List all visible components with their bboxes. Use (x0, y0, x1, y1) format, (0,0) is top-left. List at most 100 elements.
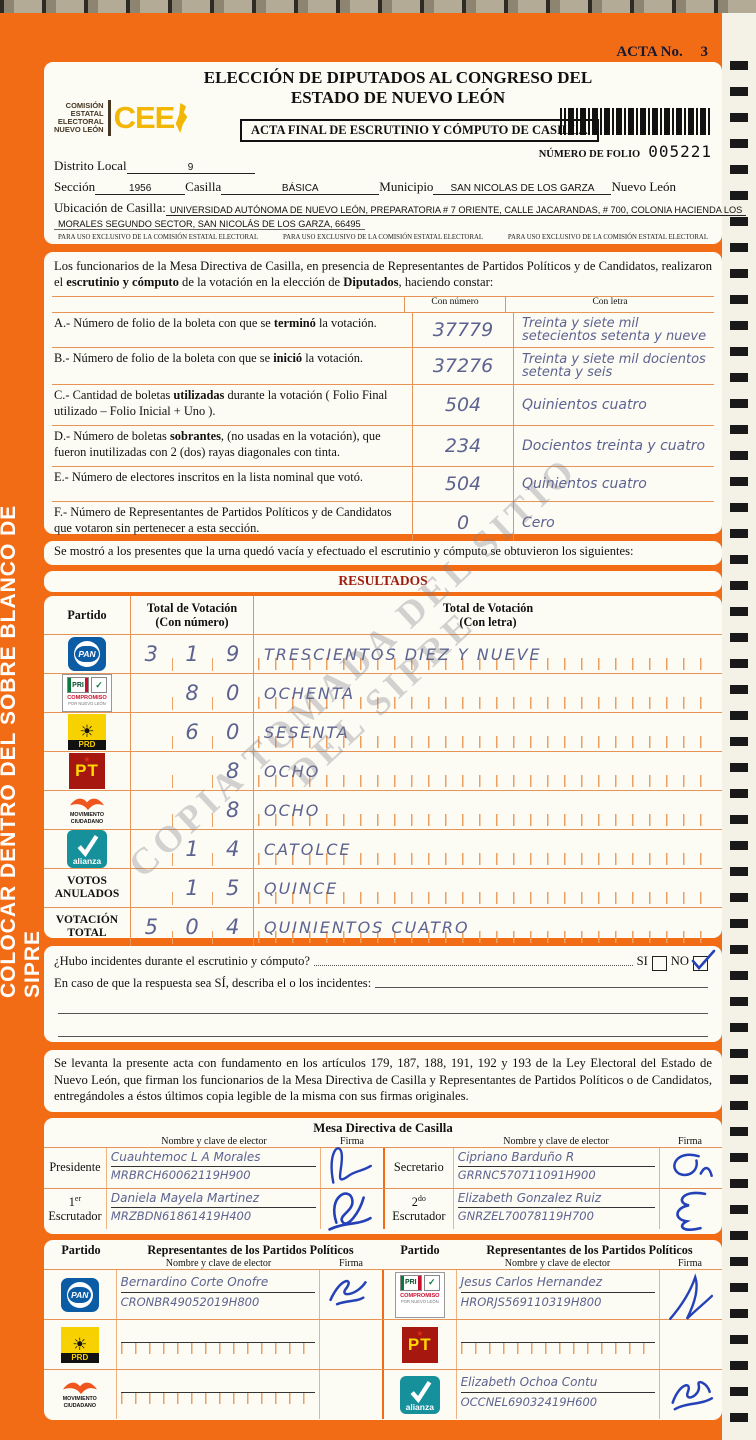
digit-hundreds (131, 830, 172, 868)
legal-paragraph: Se levanta la presente acta con fundamen… (54, 1056, 712, 1103)
presidente-signature (330, 1147, 373, 1184)
prd-logo: ☀ PRD (44, 713, 130, 751)
mc-votes-words: OCHO (253, 791, 722, 829)
empty-comb-ticks (120, 1393, 315, 1405)
escrutador2-name-cell: Elizabeth Gonzalez Ruiz GNRZEL70078119H7… (452, 1189, 659, 1229)
escrutador1-role-text: 1er Escrutador (48, 1193, 101, 1223)
escrutador2-role-text: 2do Escrutador (392, 1194, 445, 1223)
tally-table-header: Con número Con letra (52, 297, 714, 313)
handwritten-words: OCHO (264, 761, 321, 781)
tally-row-f: F.- Número de Representantes de Partidos… (52, 501, 714, 546)
pt-star-icon: ★ (416, 1328, 424, 1338)
label-bold: sobrantes (169, 429, 221, 444)
handwritten-words: Treinta y siete mil docientos setenta y … (522, 352, 706, 381)
pri-rep-firma-cell (659, 1270, 722, 1321)
pt-logo-text: PT (407, 1334, 432, 1354)
tally-row-e-label: E.- Número de electores inscritos en la … (52, 467, 412, 501)
mc-logo-line1: MOVIMIENTO (69, 811, 105, 818)
mc-logo-line2: CIUDADANO (70, 818, 104, 825)
casilla-value: BÁSICA (221, 183, 380, 195)
alianza-logo-text: alianza (405, 1401, 434, 1412)
mesa-col-firma-right: Firma (678, 1136, 702, 1147)
escrutador1-signature (328, 1192, 372, 1231)
nuevo-leon-state-outline-icon (176, 103, 188, 133)
results-row-movimiento-ciudadano: MOVIMIENTO CIUDADANO 8 OCHO (44, 791, 722, 830)
secretario-name-cell: Cipriano Barduño R GRRNC570711091H900 (452, 1148, 659, 1188)
results-col-partido: Partido (67, 607, 107, 622)
pt-votes-number: 8 (130, 752, 253, 790)
mesa-col-nombre-right: Nombre y clave de elector (503, 1136, 609, 1147)
exclusive-use-note-3: PARA USO EXCLUSIVO DE LA COMISIÓN ESTATA… (507, 234, 708, 241)
reps-sub-spacer2 (383, 1258, 457, 1269)
tally-row-e-letters: Quinientos cuatro (513, 467, 714, 502)
total-votes-words: QUINIENTOS CUATRO (253, 908, 722, 946)
handwritten-words: Quinientos cuatro (522, 476, 647, 493)
pt-rep-firma-cell-empty (659, 1320, 722, 1369)
header-panel: ELECCIÓN DE DIPUTADOS AL CONGRESO DEL ES… (44, 62, 747, 244)
cee-logo-divider (107, 100, 111, 136)
label-bold: terminó (273, 316, 316, 331)
digit-hundreds: 5 (144, 915, 159, 939)
movimiento-ciudadano-logo: MOVIMIENTO CIUDADANO (44, 791, 130, 829)
pri-rep-signature (669, 1273, 714, 1321)
digit-tens: 6 (171, 713, 213, 751)
pan-rep-clave: CRONBR49052019H800 (120, 1295, 260, 1309)
mesa-col-firma-left: Firma (340, 1136, 364, 1147)
intro-part2: de la votación en la elección de (178, 275, 344, 290)
mc-rep-firma-cell-empty (319, 1370, 382, 1419)
incidents-describe-label: En caso de que la respuesta sea SÍ, desc… (54, 976, 372, 990)
col-numero-line1: Total de Votación (146, 600, 238, 615)
digit-hundreds (131, 752, 172, 790)
role-sup: er (74, 1193, 82, 1203)
reps-col-firma-right: Firma (678, 1258, 702, 1269)
prd-sun-icon: ☀ (72, 1334, 88, 1354)
reps-row-3: MOVIMIENTO CIUDADANO alianza E (44, 1369, 722, 1419)
escrutador1-firma-cell (320, 1189, 383, 1231)
digit-tens: 8 (171, 674, 213, 712)
votacion-total-label: VOTACIÓN TOTAL (44, 908, 130, 946)
label-text: B.- Número de folio de la boleta con que… (54, 351, 274, 366)
ubicacion-line1: UNIVERSIDAD AUTÓNOMA DE NUEVO LEÓN, PREP… (165, 205, 747, 216)
digit-units: 4 (212, 908, 253, 946)
results-header-row: Partido Total de Votación (Con número) T… (44, 596, 722, 635)
spiral-binding-strip (722, 13, 756, 1440)
label-text: la votación. (302, 351, 364, 366)
escrutador2-signature (676, 1191, 707, 1231)
escrutador2-name: Elizabeth Gonzalez Ruiz (457, 1190, 656, 1208)
col-letra-line2: (Con letra) (459, 615, 517, 629)
role-number: 2 (411, 1195, 418, 1210)
label-text: D.- Número de boletas (54, 429, 170, 444)
incidents-blank-line-1 (58, 991, 708, 1014)
secretario-role: Secretario (382, 1148, 453, 1188)
role-number: 1 (68, 1195, 75, 1210)
secretario-clave: GRRNC570711091H900 (457, 1168, 596, 1182)
acta-number: ACTA No. 3 (616, 44, 708, 61)
urn-empty-statement-bar: Se mostró a los presentes que la urna qu… (44, 541, 722, 565)
pri-votes-words: OCHENTA (253, 674, 722, 712)
tally-row-b-letters: Treinta y siete mil docientos setenta y … (513, 348, 714, 385)
folio-value: 005221 (648, 142, 712, 161)
pan-votes-words: TRESCIENTOS DIEZ Y NUEVE (253, 635, 722, 673)
mesa-header-row: Nombre y clave de elector Firma Nombre y… (44, 1136, 722, 1147)
pri-rep-name-cell: Jesus Carlos Hernandez HRORJS569110319H8… (455, 1270, 659, 1319)
digit-hundreds (131, 791, 172, 829)
mesa-directiva-panel: Mesa Directiva de Casilla Nombre y clave… (44, 1118, 722, 1234)
tally-row-f-letters: Cero (513, 502, 714, 545)
mc-eagle-icon (62, 1382, 97, 1395)
alianza-rep-clave: OCCNEL69032419H600 (460, 1395, 598, 1409)
escrutador2-firma-cell (659, 1189, 722, 1231)
mc-logo-line1: MOVIMIENTO (62, 1396, 97, 1403)
cee-org-line4: NUEVO LEÓN (54, 125, 104, 135)
legal-panel: Se levanta la presente acta con fundamen… (44, 1050, 722, 1112)
incidents-describe-value (375, 987, 708, 988)
empty-comb-ticks (460, 1343, 655, 1355)
field-seccion-casilla-municipio: Sección 1956 Casilla BÁSICA Municipio SA… (54, 179, 712, 195)
reps-col-nombre-left: Nombre y clave de elector (165, 1258, 272, 1269)
mc-votes-number: 8 (130, 791, 253, 829)
reps-col-partido-left: Partido (61, 1243, 101, 1257)
pri-compromiso-logo: PRI ✓ COMPROMISO POR NUEVO LEÓN (44, 674, 130, 712)
handwritten-words: Treinta y siete mil setecientos setenta … (522, 316, 707, 345)
